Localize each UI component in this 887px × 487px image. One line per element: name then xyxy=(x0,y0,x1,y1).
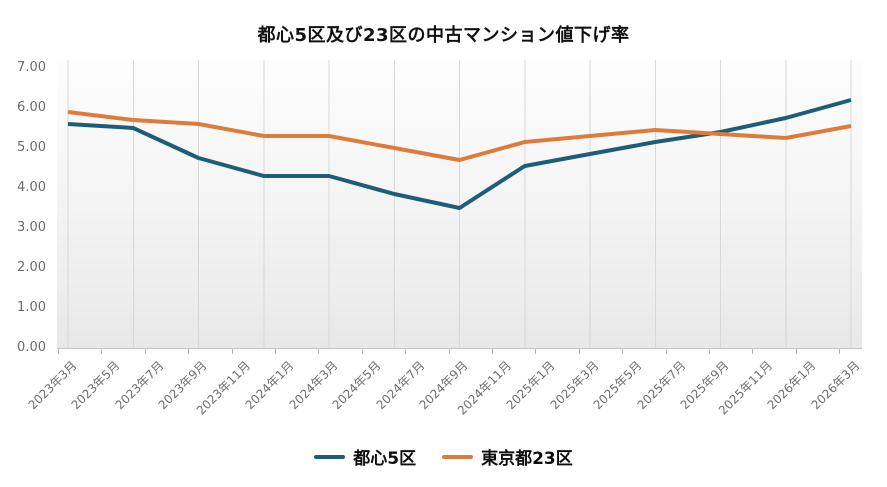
x-axis-tick xyxy=(275,349,276,354)
x-axis-tick xyxy=(622,349,624,354)
y-axis-label: 5.00 xyxy=(17,140,46,155)
legend-line-swatch-icon xyxy=(442,454,474,459)
x-axis-tick xyxy=(361,349,363,354)
y-axis-label: 4.00 xyxy=(17,180,46,195)
x-axis-tick xyxy=(231,349,233,354)
y-axis-label: 2.00 xyxy=(17,260,46,275)
x-axis-tick xyxy=(578,349,580,354)
x-axis-tick xyxy=(188,349,190,354)
y-axis-label: 1.00 xyxy=(17,300,46,315)
legend-label: 都心5区 xyxy=(353,449,417,469)
legend-line-swatch-icon xyxy=(314,454,346,459)
x-axis-tick xyxy=(839,349,841,354)
x-axis-tick xyxy=(752,349,754,354)
y-axis-label: 6.00 xyxy=(17,100,46,115)
x-axis-tick xyxy=(58,349,59,354)
x-axis-tick xyxy=(492,349,493,354)
legend-item: 東京都23区 xyxy=(442,444,573,469)
x-axis-tick xyxy=(448,349,450,354)
plot-area xyxy=(57,60,862,349)
legend-label: 東京都23区 xyxy=(481,449,573,469)
x-axis-tick xyxy=(795,349,797,354)
x-axis-tick xyxy=(665,349,667,354)
y-axis-label: 7.00 xyxy=(17,60,46,75)
x-axis-tick xyxy=(709,349,710,354)
x-axis-tick xyxy=(144,349,146,354)
x-axis-tick xyxy=(101,349,103,354)
legend-item: 都心5区 xyxy=(314,444,416,469)
legend: 都心5区 東京都23区 xyxy=(0,444,887,469)
x-axis-tick xyxy=(535,349,537,354)
y-axis-label: 3.00 xyxy=(17,220,46,235)
x-axis-tick xyxy=(318,349,320,354)
series-line-東京都23区 xyxy=(67,110,852,162)
x-axis-tick xyxy=(405,349,407,354)
chart-title: 都心5区及び23区の中古マンション値下げ率 xyxy=(257,25,630,46)
y-axis-label: 0.00 xyxy=(17,340,46,355)
plot-svg xyxy=(67,60,852,348)
